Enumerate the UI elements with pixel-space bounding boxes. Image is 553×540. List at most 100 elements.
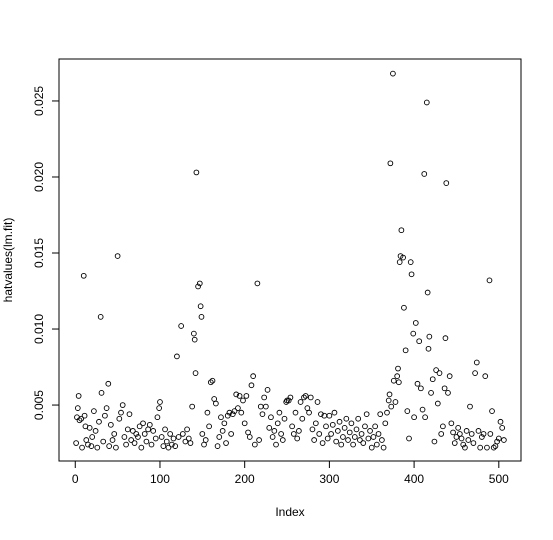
y-axis-label: hatvalues(lm.fit) xyxy=(1,218,15,303)
point xyxy=(370,434,377,440)
point xyxy=(442,335,449,341)
point xyxy=(448,420,455,427)
point xyxy=(497,418,504,425)
point xyxy=(499,425,506,431)
point xyxy=(307,394,314,401)
point xyxy=(259,411,266,418)
point xyxy=(390,377,397,384)
point xyxy=(341,425,348,431)
point xyxy=(462,444,468,451)
point xyxy=(372,423,378,430)
point xyxy=(470,440,477,446)
point xyxy=(422,414,428,421)
point xyxy=(445,390,451,396)
point xyxy=(119,402,126,408)
point xyxy=(191,330,197,337)
point xyxy=(240,397,246,404)
point xyxy=(121,434,128,440)
point xyxy=(467,403,473,410)
point xyxy=(281,415,288,422)
point xyxy=(251,441,258,448)
point xyxy=(477,444,484,451)
point xyxy=(111,431,118,437)
point xyxy=(340,434,346,440)
point xyxy=(402,347,409,354)
point xyxy=(141,431,148,437)
point xyxy=(94,444,101,451)
point xyxy=(187,440,194,446)
point xyxy=(92,428,99,434)
point xyxy=(152,435,159,442)
point xyxy=(362,423,368,430)
point xyxy=(100,438,107,445)
point xyxy=(314,399,321,405)
point xyxy=(105,380,112,387)
point xyxy=(440,423,446,430)
point xyxy=(385,397,392,404)
point xyxy=(355,415,362,422)
point xyxy=(323,423,329,430)
point xyxy=(438,431,445,437)
point xyxy=(418,385,424,392)
point xyxy=(78,415,85,422)
point xyxy=(394,373,401,380)
point xyxy=(198,314,205,320)
point xyxy=(456,431,463,437)
point xyxy=(185,435,192,442)
point xyxy=(83,437,90,443)
point xyxy=(297,399,304,405)
point xyxy=(157,399,163,405)
point xyxy=(246,434,253,440)
point xyxy=(398,227,405,234)
point xyxy=(160,443,167,449)
point xyxy=(103,405,110,411)
point xyxy=(294,435,301,442)
point xyxy=(192,370,199,376)
point xyxy=(446,373,453,380)
point xyxy=(146,421,153,428)
point xyxy=(318,411,324,418)
point xyxy=(396,379,402,386)
point xyxy=(414,380,421,387)
point xyxy=(131,440,138,446)
point xyxy=(494,438,500,445)
point xyxy=(124,426,131,433)
point xyxy=(357,437,363,443)
point xyxy=(480,431,487,437)
point xyxy=(363,411,370,418)
point xyxy=(290,431,297,437)
point xyxy=(368,444,375,451)
point xyxy=(336,418,343,425)
point xyxy=(206,423,212,430)
point xyxy=(209,377,216,384)
point xyxy=(316,431,323,437)
point xyxy=(473,359,480,366)
point xyxy=(167,431,173,437)
point xyxy=(248,382,255,389)
point xyxy=(489,408,495,414)
point xyxy=(292,409,299,416)
point xyxy=(407,259,414,265)
point xyxy=(384,409,390,416)
point xyxy=(428,390,434,396)
point xyxy=(373,441,380,448)
point xyxy=(133,431,140,437)
point xyxy=(309,426,316,433)
point xyxy=(81,412,88,419)
point xyxy=(148,441,155,448)
point xyxy=(268,414,274,421)
point xyxy=(233,391,240,398)
point xyxy=(256,437,262,443)
point xyxy=(174,353,180,360)
y-tick-label: 0.015 xyxy=(32,238,46,268)
point xyxy=(114,253,121,259)
point xyxy=(80,272,87,279)
x-tick-label: 100 xyxy=(150,472,170,486)
point xyxy=(425,345,432,352)
point xyxy=(408,271,415,278)
point xyxy=(386,391,393,398)
point xyxy=(135,434,141,440)
point xyxy=(429,376,436,383)
point xyxy=(426,333,433,340)
